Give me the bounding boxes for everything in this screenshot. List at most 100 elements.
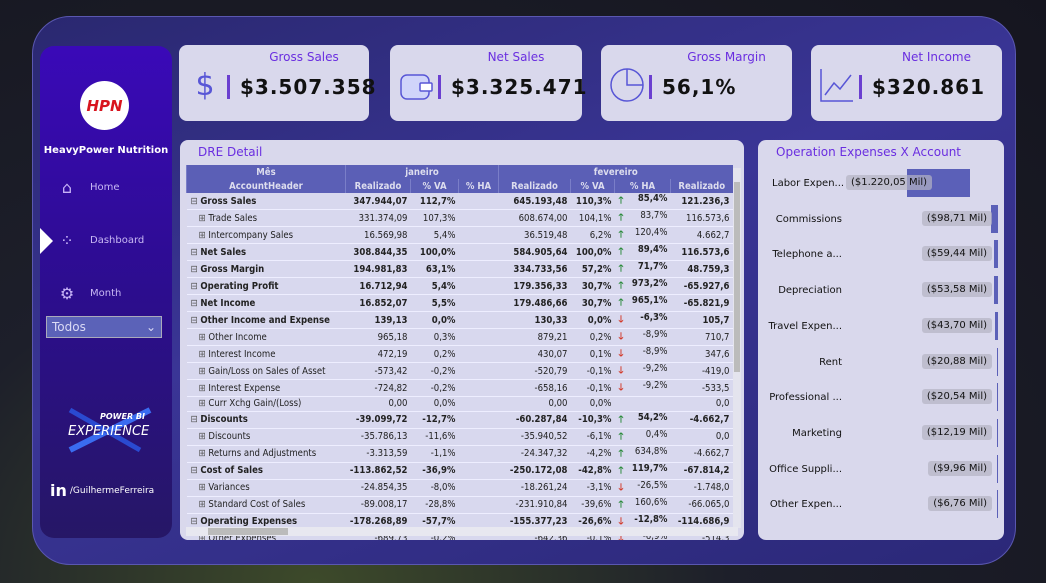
bar[interactable] — [994, 276, 998, 305]
bar-row[interactable]: Commissions ($98,71 Mil) — [758, 202, 1004, 238]
column-header[interactable]: Realizado — [345, 179, 411, 193]
expand-icon[interactable]: ⊞ — [198, 398, 209, 410]
bar[interactable] — [993, 240, 998, 269]
table-row[interactable]: ⊞ Returns and Adjustments -3.313,59 -1,1% -… — [186, 445, 733, 463]
value-cell: 5,4% — [410, 226, 459, 244]
value-cell: -12,7% — [410, 411, 459, 429]
account-label: Net Sales — [200, 246, 247, 258]
expand-icon[interactable]: ⊞ — [198, 482, 209, 494]
collapse-icon[interactable]: ⊟ — [190, 414, 201, 426]
bar-row[interactable]: Professional ... ($20,54 Mil) — [758, 380, 1004, 416]
arrow-down-icon: 🡓 — [618, 382, 624, 393]
collapse-icon[interactable]: ⊟ — [190, 246, 201, 258]
collapse-icon[interactable]: ⊟ — [190, 465, 201, 477]
ha-cell: 🡑 85,4% — [614, 193, 671, 210]
horizontal-scrollbar[interactable] — [186, 527, 738, 536]
table-row[interactable]: ⊞ Discounts -35.786,13 -11,6% -35.940,52 -6,… — [186, 428, 733, 446]
value-cell: -113.862,52 — [345, 462, 411, 480]
table-row[interactable]: ⊟ Discounts -39.099,72 -12,7% -60.287,84 -10… — [186, 411, 733, 429]
expand-icon[interactable]: ⊞ — [198, 365, 209, 377]
linkedin-link[interactable]: in/GuilhermeFerreira — [50, 481, 154, 500]
column-header[interactable]: % VA — [570, 179, 615, 193]
value-cell: 112,7% — [410, 193, 459, 210]
table-row[interactable]: ⊟ Other Income and Expense 139,13 0,0% 130,… — [186, 311, 733, 329]
bar[interactable] — [996, 383, 998, 412]
value-cell: 121.236,3 — [670, 193, 733, 210]
collapse-icon[interactable]: ⊟ — [190, 263, 201, 275]
bar[interactable] — [991, 204, 998, 233]
collapse-icon[interactable]: ⊟ — [190, 516, 201, 528]
month-select[interactable]: Todos ⌄ — [46, 316, 162, 338]
nav-home[interactable]: ⌂ Home — [58, 178, 120, 197]
table-row[interactable]: ⊟ Operating Expenses -178.268,89 -57,7% -15… — [186, 513, 733, 531]
column-header[interactable]: Realizado — [498, 179, 571, 193]
bar[interactable] — [994, 311, 998, 340]
value-cell: 5,5% — [410, 294, 459, 312]
expand-icon[interactable]: ⊞ — [198, 348, 209, 360]
table-row[interactable]: ⊞ Gain/Loss on Sales of Asset -573,42 -0,2… — [186, 362, 733, 380]
value-cell — [458, 294, 499, 312]
scroll-thumb[interactable] — [734, 182, 740, 372]
bar-row[interactable]: Travel Expen... ($43,70 Mil) — [758, 309, 1004, 345]
column-header[interactable]: AccountHeader — [186, 179, 346, 193]
collapse-icon[interactable]: ⊟ — [190, 195, 201, 207]
table-row[interactable]: ⊞ Standard Cost of Sales -89.008,17 -28,8%… — [186, 496, 733, 514]
table-row[interactable]: ⊟ Cost of Sales -113.862,52 -36,9% -250.172… — [186, 462, 733, 480]
expand-icon[interactable]: ⊞ — [198, 382, 209, 394]
arrow-up-icon: 🡑 — [618, 263, 624, 274]
collapse-icon[interactable]: ⊟ — [190, 314, 201, 326]
table-row[interactable]: ⊞ Variances -24.854,35 -8,0% -18.261,24 -3,1… — [186, 479, 733, 497]
nav-dashboard[interactable]: ⁘ Dashboard — [58, 231, 144, 250]
bar[interactable] — [997, 418, 998, 447]
table-row[interactable]: ⊞ Intercompany Sales 16.569,98 5,4% 36.519,… — [186, 226, 733, 244]
bar[interactable] — [997, 490, 998, 519]
arrow-up-icon: 🡑 — [618, 246, 624, 257]
collapse-icon[interactable]: ⊟ — [190, 280, 201, 292]
bar[interactable] — [997, 454, 998, 483]
bar-row[interactable]: Office Suppli... ($9,96 Mil) — [758, 452, 1004, 488]
expand-icon[interactable]: ⊞ — [198, 533, 209, 540]
table-row[interactable]: ⊞ Trade Sales 331.374,09 107,3% 608.674,00 1… — [186, 209, 733, 227]
arrow-down-icon: 🡓 — [618, 481, 624, 493]
bar-row[interactable]: Labor Expen... ($1.220,05 Mil) — [758, 166, 1004, 202]
account-label: Operating Profit — [200, 280, 279, 292]
table-row[interactable]: ⊞ Curr Xchg Gain/(Loss) 0,00 0,0% 0,00 0,0% 0… — [186, 396, 733, 412]
bar-row[interactable]: Telephone a... ($59,44 Mil) — [758, 237, 1004, 273]
expand-icon[interactable]: ⊞ — [198, 499, 209, 511]
bar[interactable] — [996, 347, 998, 376]
expand-icon[interactable]: ⊞ — [198, 229, 209, 241]
value-cell: -4.662,7 — [670, 411, 733, 429]
table-row[interactable]: ⊟ Operating Profit 16.712,94 5,4% 179.356,3… — [186, 277, 733, 295]
table-row[interactable]: ⊟ Gross Sales 347.944,07 112,7% 645.193,48 1… — [186, 193, 733, 210]
ha-cell: 🡑 634,8% — [614, 445, 671, 463]
table-row[interactable]: ⊞ Other Income 965,18 0,3% 879,21 0,2% 🡓 -8,9%… — [186, 328, 733, 346]
expand-icon[interactable]: ⊞ — [198, 431, 209, 443]
table-row[interactable]: ⊟ Gross Margin 194.981,83 63,1% 334.733,56 5… — [186, 260, 733, 278]
bar-row[interactable]: Rent ($20,88 Mil) — [758, 345, 1004, 381]
bar-label: Office Suppli... — [769, 463, 842, 475]
column-header[interactable]: % HA — [614, 179, 671, 193]
column-header[interactable]: % VA — [410, 179, 459, 193]
expand-icon[interactable]: ⊞ — [198, 212, 209, 224]
column-header[interactable]: Realizado — [670, 179, 733, 193]
expand-icon[interactable]: ⊞ — [198, 331, 209, 343]
table-row[interactable]: ⊞ Interest Income 472,19 0,2% 430,07 0,1% 🡓 -8… — [186, 345, 733, 363]
header-fevereiro[interactable]: fevereiro — [498, 165, 733, 179]
table-row[interactable]: ⊞ Interest Expense -724,82 -0,2% -658,16 -0,… — [186, 379, 733, 397]
bar-row[interactable]: Marketing ($12,19 Mil) — [758, 416, 1004, 452]
value-cell: 645.193,48 — [498, 193, 571, 210]
vertical-scrollbar[interactable] — [733, 168, 741, 528]
ha-cell: 🡓 -9,2% — [614, 379, 671, 397]
bar-row[interactable]: Depreciation ($53,58 Mil) — [758, 273, 1004, 309]
value-cell: 105,7 — [670, 311, 733, 329]
collapse-icon[interactable]: ⊟ — [190, 297, 201, 309]
nav-month[interactable]: ⚙ Month — [58, 284, 122, 303]
bar-row[interactable]: Other Expen... ($6,76 Mil) — [758, 487, 1004, 523]
table-row[interactable]: ⊟ Net Sales 308.844,35 100,0% 584.905,64 100… — [186, 243, 733, 261]
expand-icon[interactable]: ⊞ — [198, 448, 209, 460]
account-label: Cost of Sales — [200, 465, 263, 477]
header-janeiro[interactable]: janeiro — [345, 165, 499, 179]
scroll-thumb[interactable] — [208, 528, 288, 535]
column-header[interactable]: % HA — [458, 179, 499, 193]
table-row[interactable]: ⊟ Net Income 16.852,07 5,5% 179.486,66 30,7%… — [186, 294, 733, 312]
